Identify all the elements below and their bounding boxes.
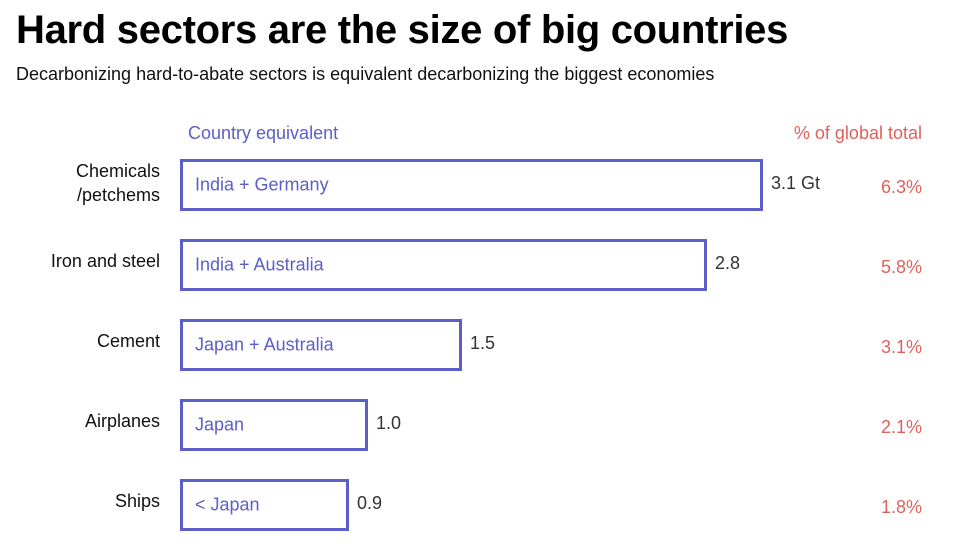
category-label: Chemicals/petchems	[76, 159, 160, 207]
category-label-line: Airplanes	[84, 411, 160, 431]
country-equivalent-label: < Japan	[195, 494, 260, 515]
country-equivalent-label: India + Germany	[195, 174, 329, 195]
category-label: Ships	[115, 489, 160, 513]
category-label-line: Chemicals	[75, 161, 160, 181]
percent-label: 3.1%	[880, 337, 922, 357]
bar: India + Germany	[180, 159, 763, 211]
category-label: Cement	[97, 329, 160, 353]
category-label-line: Ships	[114, 491, 160, 511]
percent-label: 5.8%	[880, 257, 922, 277]
bar: Japan + Australia	[180, 319, 462, 371]
bar: India + Australia	[180, 239, 707, 291]
percent-of-global-header: % of global total	[793, 123, 922, 143]
value-label: 1.0	[376, 413, 402, 433]
category-label: Airplanes	[85, 409, 160, 433]
chart-title: Hard sectors are the size of big countri…	[16, 8, 789, 52]
percent-label: 1.8%	[880, 497, 922, 517]
value-label: 0.9	[357, 493, 383, 513]
value-label: 3.1 Gt	[771, 173, 821, 193]
percent-label: 6.3%	[880, 177, 922, 197]
country-equivalent-label: Japan	[195, 414, 245, 435]
bar: Japan	[180, 399, 368, 451]
value-label: 1.5	[470, 333, 496, 353]
country-equivalent-label: Japan + Australia	[195, 334, 334, 355]
value-label: 2.8	[715, 253, 741, 273]
country-equivalent-label: India + Australia	[195, 254, 324, 275]
percent-label: 2.1%	[880, 417, 922, 437]
chart-subtitle: Decarbonizing hard-to-abate sectors is e…	[16, 64, 715, 84]
country-equivalent-header: Country equivalent	[188, 123, 339, 143]
category-label-line: /petchems	[76, 185, 160, 205]
category-label: Iron and steel	[51, 249, 160, 273]
category-label-line: Iron and steel	[50, 251, 160, 271]
bar: < Japan	[180, 479, 349, 531]
category-label-line: Cement	[96, 331, 160, 351]
